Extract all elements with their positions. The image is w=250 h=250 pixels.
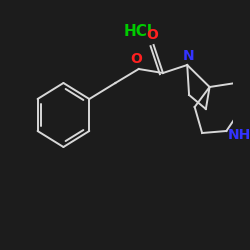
Text: N: N xyxy=(182,49,194,63)
Text: HCl: HCl xyxy=(124,24,152,40)
Text: O: O xyxy=(146,28,158,42)
Text: NH: NH xyxy=(228,128,250,142)
Text: O: O xyxy=(130,52,142,66)
